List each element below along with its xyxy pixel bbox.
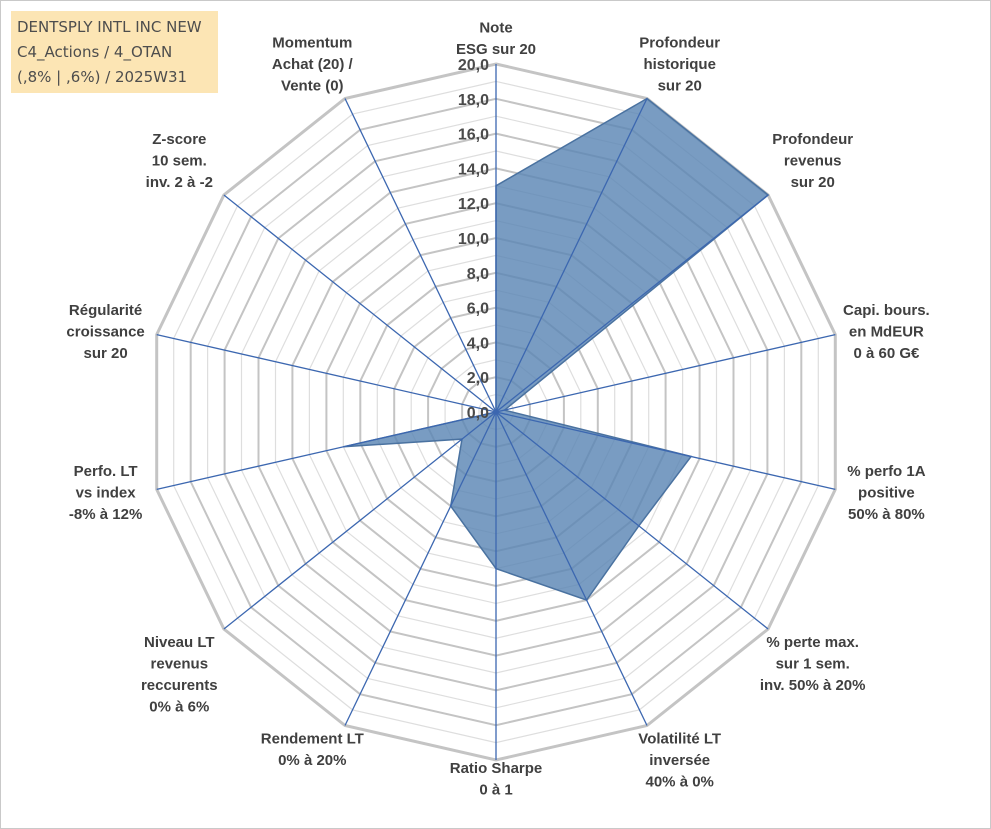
axis-label-line: Capi. bours. (843, 302, 930, 319)
axis-label: Volatilité LT inversée 40% à 0% (638, 731, 721, 791)
axis-label-line: -8% à 12% (69, 506, 142, 523)
axis-spoke (495, 411, 769, 630)
axis-label-line: inv. 2 à -2 (146, 174, 213, 191)
axis-label-line: revenus (784, 153, 842, 170)
axis-label-line: en MdEUR (849, 324, 924, 341)
axis-label-line: croissance (66, 324, 144, 341)
chart-title-box: DENTSPLY INTL INC NEW C4_Actions / 4_OTA… (11, 11, 218, 93)
axis-spoke (223, 411, 497, 630)
axis-label: Capi. bours. en MdEUR 0 à 60 G€ (843, 302, 930, 362)
axis-label-line: Régularité (69, 302, 142, 319)
axis-label-line: Note (479, 20, 512, 37)
axis-label: Niveau LT revenus reccurents 0% à 6% (141, 634, 218, 716)
tick-label: 12,0 (458, 196, 489, 213)
radar-spokes (156, 64, 836, 760)
axis-label-line: 40% à 0% (646, 774, 714, 791)
axis-label-line: revenus (151, 656, 209, 673)
axis-label-line: 0 à 60 G€ (853, 345, 920, 362)
axis-label-line: % perfo 1A (847, 463, 926, 480)
axis-label-line: 50% à 80% (848, 506, 925, 523)
axis-label-line: 0% à 6% (149, 699, 209, 716)
axis-label: Perfo. LT vs index -8% à 12% (69, 463, 142, 523)
axis-label-line: Niveau LT (144, 634, 215, 651)
axis-label: % perte max. sur 1 sem. inv. 50% à 20% (760, 634, 866, 694)
axis-label-line: % perte max. (766, 634, 859, 651)
radar-tick-labels: 0,0 2,0 4,0 6,0 8,0 10,0 12,0 14,0 16,0 18,0 20,0 (458, 57, 489, 422)
axis-spoke (344, 98, 497, 413)
chart-title-line-1: DENTSPLY INTL INC NEW (17, 18, 202, 36)
axis-label-line: 0 à 1 (479, 782, 512, 799)
tick-label: 20,0 (458, 57, 489, 74)
axis-label-line: Rendement LT (261, 731, 364, 748)
axis-spoke (344, 411, 497, 726)
tick-label: 10,0 (458, 231, 489, 248)
axis-label-line: Perfo. LT (74, 463, 138, 480)
tick-label: 2,0 (467, 370, 489, 387)
axis-spoke (156, 411, 497, 491)
axis-label: Profondeur revenus sur 20 (772, 131, 853, 191)
axis-label-line: ESG sur 20 (456, 41, 536, 58)
axis-label-line: positive (858, 484, 915, 501)
axis-label: Note ESG sur 20 (456, 20, 536, 59)
axis-spoke (156, 333, 497, 413)
axis-label-line: historique (643, 56, 716, 73)
axis-label: Profondeur historique sur 20 (639, 35, 720, 95)
tick-label: 14,0 (458, 161, 489, 178)
axis-spoke (495, 411, 836, 491)
axis-label-line: Momentum (272, 35, 352, 52)
axis-label-line: inversée (649, 752, 710, 769)
axis-label-line: vs index (76, 484, 137, 501)
axis-label-line: sur 20 (658, 78, 702, 95)
axis-spoke (223, 194, 497, 413)
axis-label-line: Profondeur (639, 35, 720, 52)
tick-label: 4,0 (467, 335, 489, 352)
axis-label-line: Vente (0) (281, 78, 344, 95)
chart-title-line-2: C4_Actions / 4_OTAN (17, 43, 173, 61)
axis-spoke (495, 98, 648, 413)
axis-label-line: reccurents (141, 677, 218, 694)
axis-spoke (495, 411, 648, 726)
axis-label: Régularité croissance sur 20 (66, 302, 144, 362)
axis-label: % perfo 1A positive 50% à 80% (847, 463, 926, 523)
tick-label: 18,0 (458, 92, 489, 109)
axis-label-line: sur 20 (791, 174, 835, 191)
axis-label: Rendement LT 0% à 20% (261, 731, 364, 770)
axis-label: Z-score 10 sem. inv. 2 à -2 (146, 131, 213, 191)
axis-label-line: Z-score (152, 131, 206, 148)
axis-label-line: Achat (20) / (272, 56, 354, 73)
axis-label-line: Ratio Sharpe (450, 760, 543, 777)
tick-label: 16,0 (458, 127, 489, 144)
axis-label-line: inv. 50% à 20% (760, 677, 866, 694)
tick-label: 8,0 (467, 266, 489, 283)
tick-label: 0,0 (467, 405, 489, 422)
axis-label-line: Profondeur (772, 131, 853, 148)
axis-spoke (495, 333, 836, 413)
axis-label-line: Volatilité LT (638, 731, 721, 748)
axis-label: Momentum Achat (20) / Vente (0) (272, 35, 354, 95)
axis-label-line: sur 20 (83, 345, 127, 362)
chart-title-line-3: (,8% | ,6%) / 2025W31 (17, 68, 188, 86)
axis-label: Ratio Sharpe 0 à 1 (450, 760, 543, 799)
axis-label-line: 0% à 20% (278, 752, 346, 769)
tick-label: 6,0 (467, 301, 489, 318)
axis-label-line: sur 1 sem. (776, 656, 850, 673)
radar-axis-labels: Note ESG sur 20 Profondeur historique sur 20… (66, 20, 929, 799)
axis-label-line: 10 sem. (152, 153, 207, 170)
axis-spoke (495, 194, 769, 413)
